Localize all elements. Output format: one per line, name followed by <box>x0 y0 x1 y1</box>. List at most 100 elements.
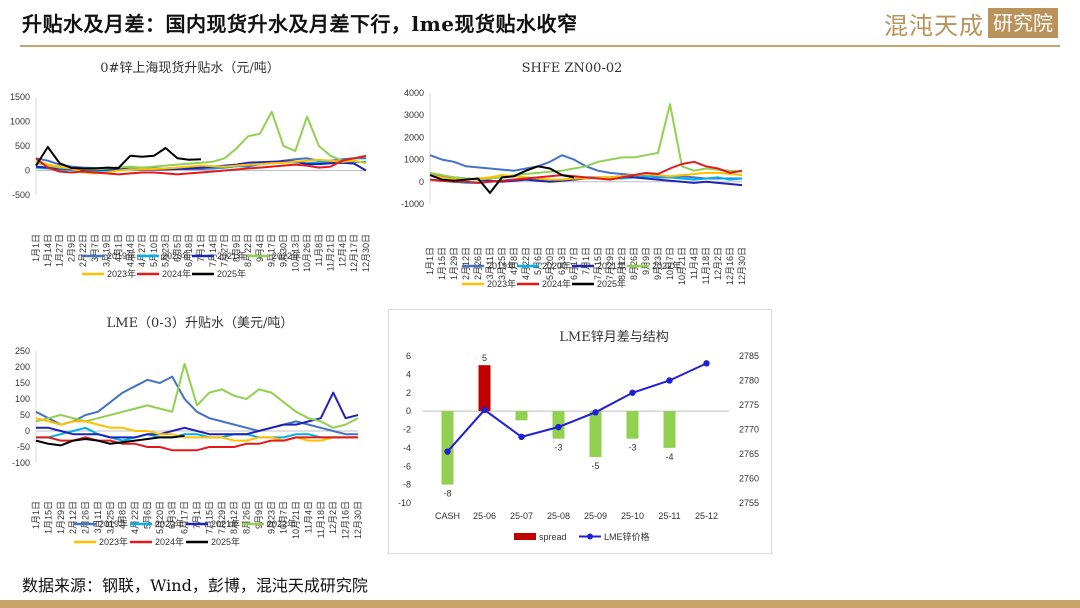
y-tick-label: 200 <box>15 362 30 372</box>
x-tick-label: 12月17日 <box>349 234 359 272</box>
spread-bar <box>515 411 528 421</box>
y-right-tick-label: 2785 <box>739 351 759 361</box>
x-tick-label: 5月23日 <box>161 234 171 267</box>
legend-label: 2021年 <box>211 518 240 529</box>
shfe-spread-chart: SHFE ZN00-02 4000 3000 2000 1000 0 -1000 1月1日 1月… <box>392 52 762 297</box>
x-tick-label: 11月8日 <box>314 234 324 266</box>
spread-data-label: -4 <box>665 452 673 462</box>
x-tick-label: 1月27日 <box>55 234 65 267</box>
legend-label: 2022年 <box>267 518 296 529</box>
spread-data-label: -8 <box>443 489 451 499</box>
x-tick-label: 12月4日 <box>337 234 347 267</box>
x-tick-label: 3月11日 <box>485 247 495 279</box>
x-tick-label: 3月25日 <box>105 501 115 534</box>
spread-bar <box>626 411 639 439</box>
x-tick-label: 1月14日 <box>43 234 53 267</box>
y-tick-label: 50 <box>20 410 30 420</box>
chart-title: LME锌月差与结构 <box>559 330 668 345</box>
x-tick-label: 7月29日 <box>605 247 615 280</box>
legend-swatch-price-marker <box>587 533 593 540</box>
y-right-tick-label: 2755 <box>739 498 759 508</box>
x-tick-label: 1月15日 <box>437 247 447 280</box>
y-tick-label: 0 <box>419 177 424 187</box>
x-category-label: 25-06 <box>473 511 496 521</box>
x-tick-label: 7月1日 <box>581 247 591 275</box>
series-line <box>35 434 185 447</box>
x-tick-label: 7月27日 <box>220 234 230 267</box>
y-tick-label: 250 <box>15 346 30 356</box>
x-tick-label: 12月30日 <box>737 247 747 285</box>
spread-bar <box>663 411 676 448</box>
x-tick-label: 1月15日 <box>43 501 53 534</box>
series-line <box>36 391 359 439</box>
x-tick-label: 12月2日 <box>328 501 338 534</box>
legend-label: 2022年 <box>272 250 301 261</box>
x-tick-label: 3月25日 <box>497 247 507 280</box>
x-tick-label: 6月18日 <box>184 234 194 267</box>
x-tick-label: 6月3日 <box>557 247 567 275</box>
x-tick-label: 2月26日 <box>473 247 483 280</box>
y-right-tick-label: 2770 <box>739 425 759 435</box>
legend-label: 2021年 <box>597 260 626 271</box>
chart-title: 0#锌上海现货升贴水（元/吨） <box>100 60 280 76</box>
x-tick-label: 2月26日 <box>81 501 91 534</box>
legend-label: 2024年 <box>155 536 184 547</box>
legend-label: 2020年 <box>542 260 571 271</box>
x-category-label: 25-12 <box>695 511 718 521</box>
lme-spread-structure-chart: LME锌月差与结构 6 4 2 0 -2 -4 -6 -8 -10 2785 2780 2775 2770… <box>388 309 772 554</box>
price-point <box>629 389 636 396</box>
series-line <box>36 436 358 452</box>
legend-label: 2023年 <box>99 536 128 547</box>
legend-swatch-spread <box>514 533 536 540</box>
spread-data-label: -3 <box>628 443 636 453</box>
x-tick-label: 8月26日 <box>242 501 252 534</box>
x-tick-label: 10月26日 <box>302 234 312 272</box>
series-line <box>429 103 743 181</box>
x-tick-label: 6月3日 <box>167 501 177 529</box>
legend-label: 2022年 <box>652 260 681 271</box>
x-tick-label: 6月17日 <box>180 501 190 534</box>
y-right-tick-label: 2765 <box>739 449 759 459</box>
x-tick-label: 2月12日 <box>68 501 78 534</box>
x-tick-label: 4月27日 <box>137 234 147 267</box>
price-point <box>518 433 525 441</box>
x-tick-label: 2月12日 <box>461 247 471 280</box>
shanghai-premium-chart: 0#锌上海现货升贴水（元/吨） 1500 1000 500 0 -500 1月1日 1月14日… <box>0 52 375 292</box>
x-tick-label: 3月19日 <box>102 234 112 267</box>
x-tick-label: 7月14日 <box>208 234 218 267</box>
x-tick-label: 11月18日 <box>701 247 711 284</box>
series-line <box>35 154 367 176</box>
price-point <box>481 406 488 414</box>
spread-data-label: -5 <box>591 461 599 471</box>
x-tick-label: 4月22日 <box>130 501 140 534</box>
x-tick-label: 7月1日 <box>192 501 202 529</box>
y-tick-label: 100 <box>15 394 30 404</box>
x-tick-label: 5月20日 <box>545 247 555 280</box>
x-tick-label: 12月16日 <box>341 501 351 539</box>
x-tick-label: 5月10日 <box>149 234 159 267</box>
x-category-label: 25-10 <box>621 511 644 521</box>
x-tick-label: 3月11日 <box>93 501 103 533</box>
x-tick-label: 4月22日 <box>521 247 531 280</box>
x-tick-label: 9月17日 <box>267 234 277 267</box>
chart-title: LME（0-3）升贴水（美元/吨） <box>107 316 294 331</box>
y-left-tick-label: -8 <box>403 480 411 490</box>
y-left-tick-label: 4 <box>406 369 411 379</box>
x-tick-label: 4月14日 <box>125 234 135 267</box>
series-line <box>429 165 575 194</box>
x-tick-label: 4月1日 <box>114 234 124 262</box>
x-tick-label: 11月21日 <box>326 234 336 271</box>
y-left-tick-label: 6 <box>406 351 411 361</box>
header-divider <box>20 45 1060 47</box>
y-tick-label: 500 <box>15 141 30 151</box>
y-tick-label: -1000 <box>401 199 424 209</box>
logo-box: 研究院 <box>988 8 1058 38</box>
spread-bar <box>589 411 602 458</box>
series-line <box>35 146 202 170</box>
legend-label: 2023年 <box>487 278 516 289</box>
legend-label: 2024年 <box>162 268 191 279</box>
x-tick-label: 10月7日 <box>279 501 289 534</box>
x-tick-label: 5月6日 <box>533 247 543 275</box>
x-category-label: CASH <box>435 511 460 521</box>
legend-label: spread <box>539 532 567 542</box>
